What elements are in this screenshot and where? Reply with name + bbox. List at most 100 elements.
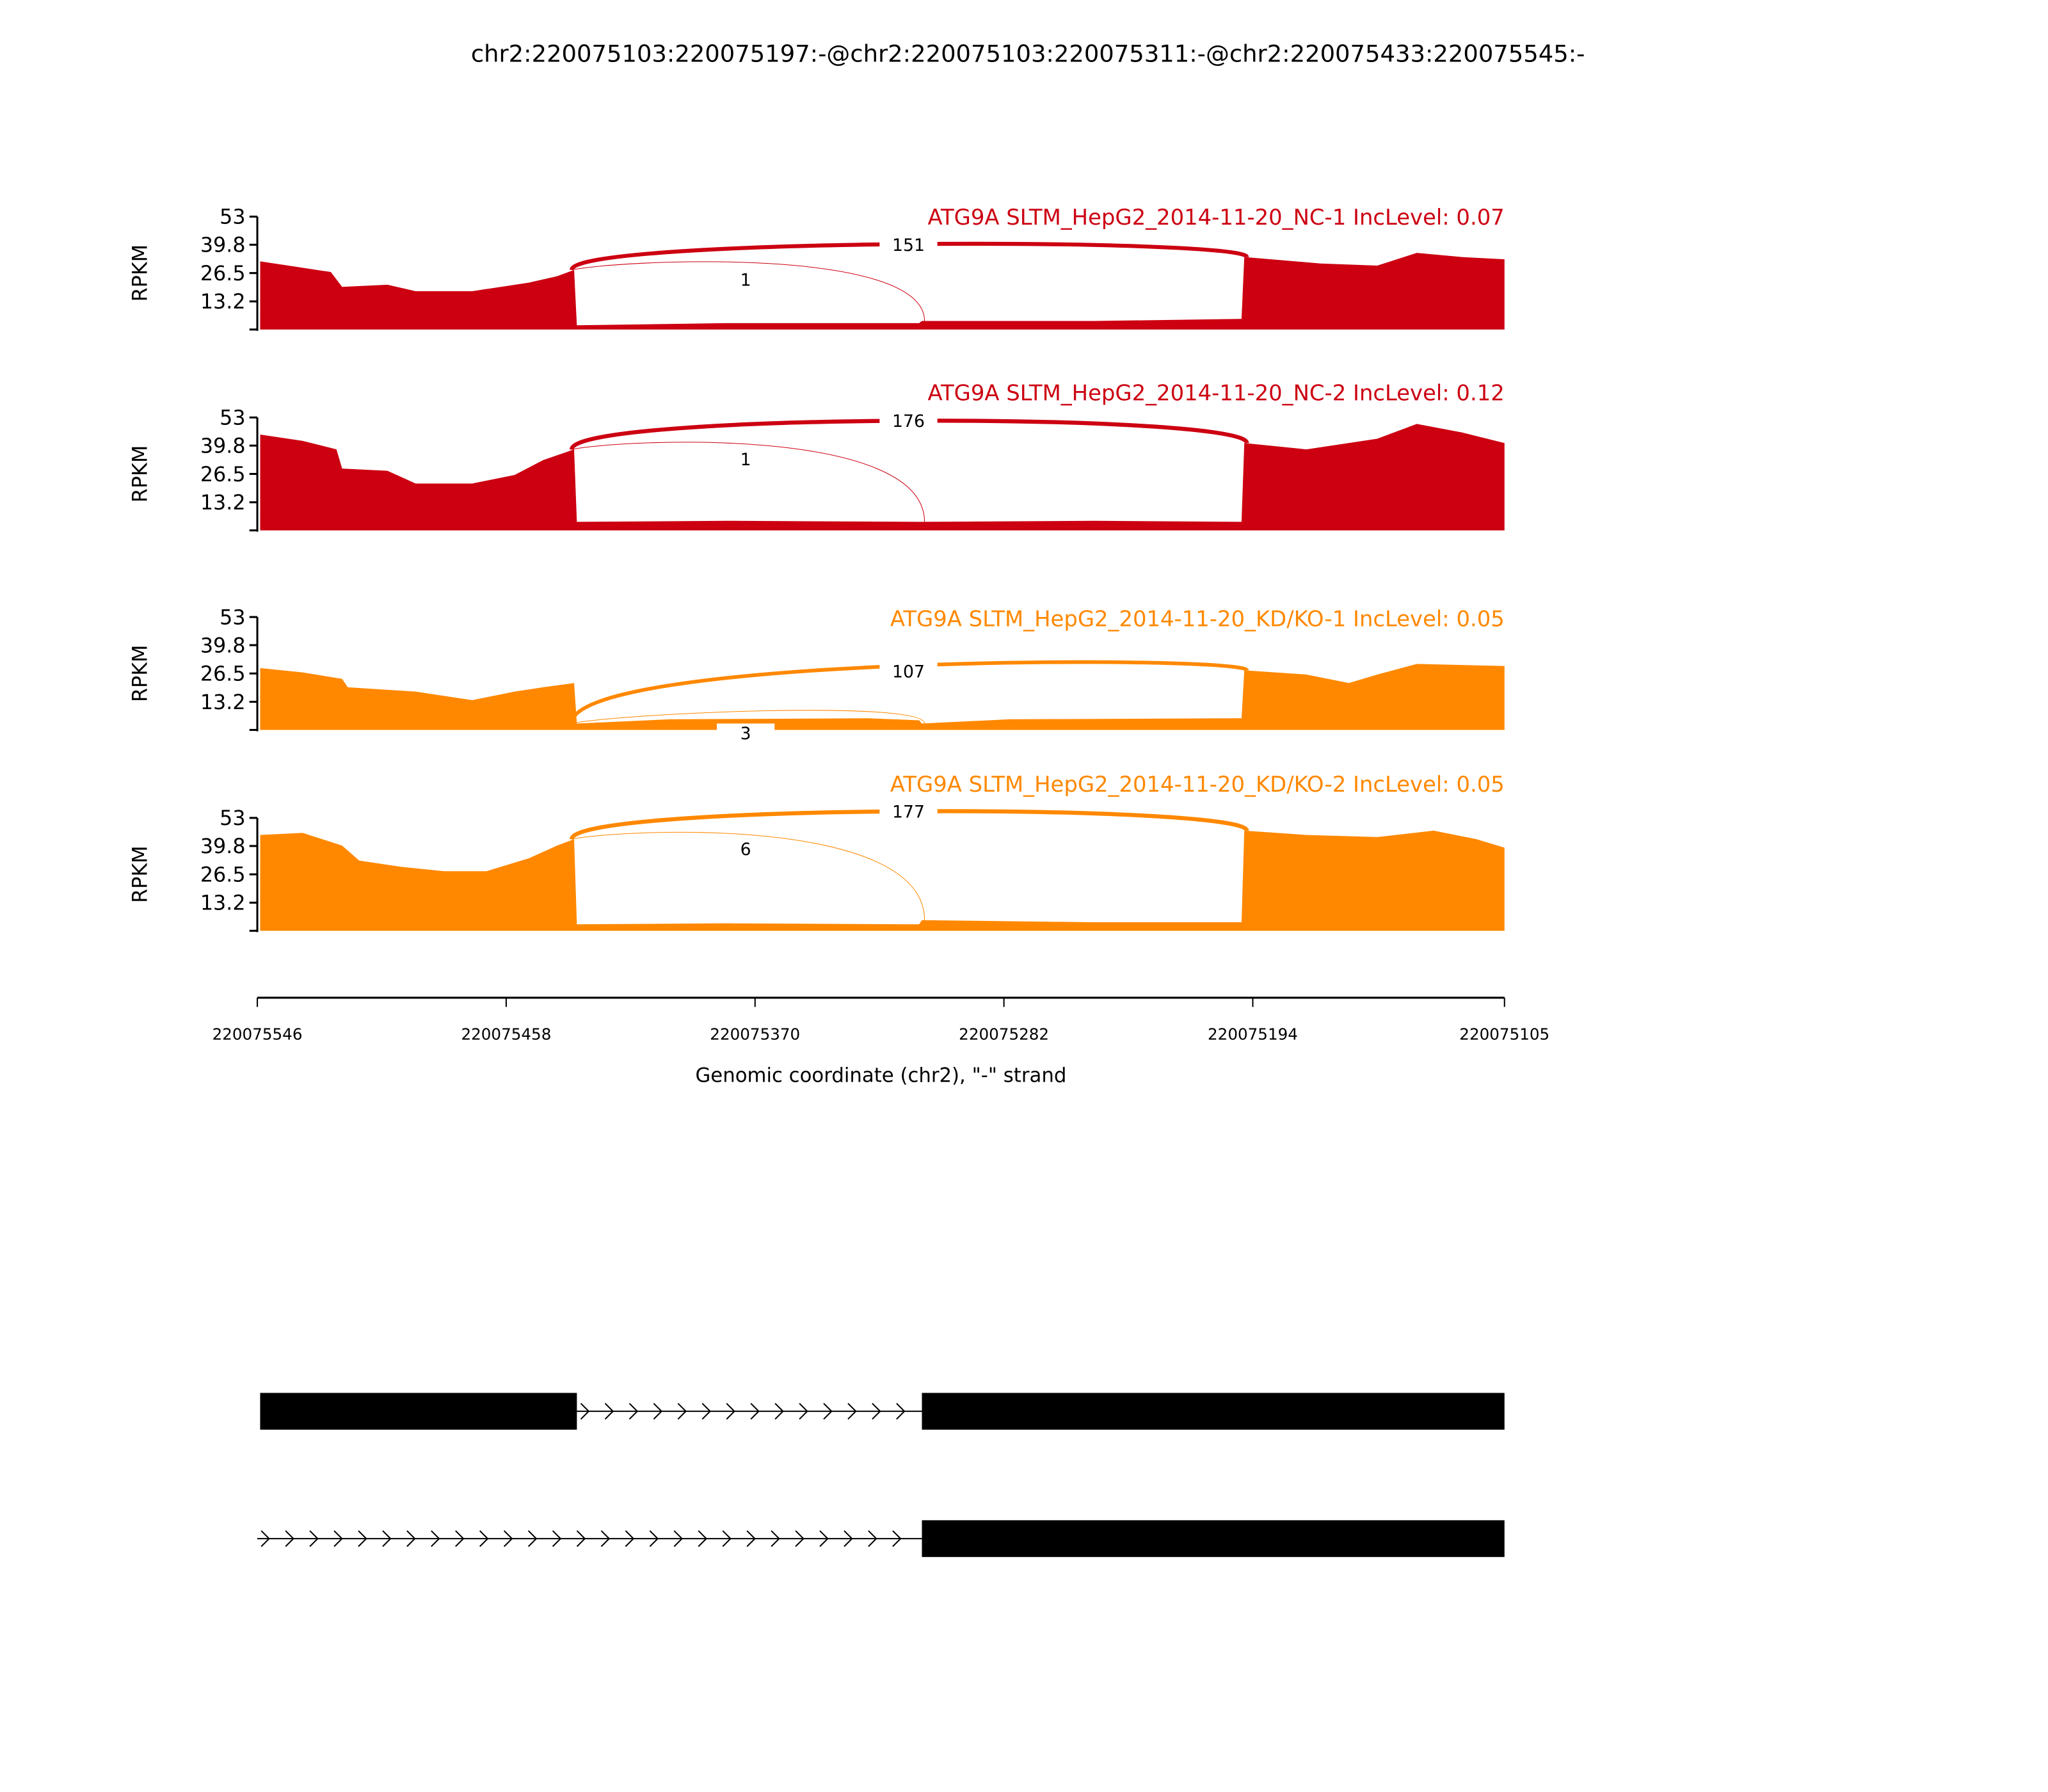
y-tick-label: 53 [220,806,245,830]
exon-block [922,1520,1505,1557]
junction-arc [572,710,925,724]
strand-chevron-icon [628,1403,639,1420]
x-tick-label: 220075458 [461,1025,551,1044]
y-tick-label: 13.2 [200,290,246,314]
strand-chevron-icon [576,1530,586,1548]
strand-chevron-icon [722,1530,732,1548]
junction-count-bg [879,801,938,823]
junction-arc [572,442,925,522]
y-tick-label: 26.5 [200,262,246,285]
y-axis-label: RPKM [129,645,152,703]
y-tick-label: 13.2 [200,691,246,714]
strand-chevron-icon [406,1530,416,1548]
y-tick-label: 13.2 [200,892,246,915]
junction-count-bg [879,411,938,433]
gene-model [257,1393,1505,1557]
junction-count: 176 [892,412,925,431]
strand-chevron-icon [677,1403,687,1420]
strand-chevron-icon [868,1530,877,1548]
junction-count: 177 [892,803,925,822]
strand-chevron-icon [795,1530,804,1548]
strand-chevron-icon [771,1530,780,1548]
junction-count: 1 [740,270,751,290]
strand-chevron-icon [774,1403,784,1420]
strand-chevron-icon [455,1530,465,1548]
strand-chevron-icon [382,1530,392,1548]
y-tick-label: 26.5 [200,662,246,686]
sample-label: ATG9A SLTM_HepG2_2014-11-20_NC-1 IncLeve… [927,205,1504,230]
y-tick-label: 39.8 [200,835,246,858]
strand-chevron-icon [358,1530,367,1548]
y-tick-label: 26.5 [200,463,246,486]
strand-chevron-icon [847,1403,857,1420]
junction-arc [572,831,925,920]
strand-chevron-icon [333,1530,343,1548]
chart-title: chr2:220075103:220075197:-@chr2:22007510… [471,40,1585,67]
strand-chevron-icon [285,1530,294,1548]
strand-chevron-icon [260,1530,270,1548]
junction-count: 1 [740,450,751,470]
y-tick-label: 53 [220,205,245,229]
y-tick-label: 26.5 [200,863,246,886]
coverage-area [260,664,1505,730]
strand-chevron-icon [503,1530,513,1548]
strand-chevron-icon [872,1403,881,1420]
strand-chevron-icon [600,1530,611,1548]
exon-block [922,1393,1505,1430]
coverage-panel-4: 53 39.8 26.5 13.2 RPKM ATG9A SLTM_HepG2_2014-… [129,772,1505,932]
strand-chevron-icon [823,1403,833,1420]
junction-count: 151 [892,236,925,255]
coverage-panel-2: 53 39.8 26.5 13.2 RPKM ATG9A SLTM_HepG2_2014-… [129,381,1505,532]
y-tick-label: 13.2 [200,491,246,515]
strand-chevron-icon [309,1530,319,1548]
y-axis-label: RPKM [129,445,152,503]
junction-count-bg [717,723,775,745]
strand-chevron-icon [604,1403,614,1420]
strand-chevron-icon [892,1530,902,1548]
strand-chevron-icon [819,1530,829,1548]
strand-chevron-icon [527,1530,538,1548]
transcript-2 [257,1520,1505,1557]
strand-chevron-icon [799,1403,808,1420]
strand-chevron-icon [580,1403,590,1420]
strand-chevron-icon [479,1530,489,1548]
coverage-area [260,424,1505,531]
junction-count: 3 [740,724,751,744]
x-tick-label: 220075546 [212,1025,303,1044]
y-tick-label: 53 [220,605,245,629]
y-tick-label: 39.8 [200,435,246,458]
x-tick-label: 220075194 [1208,1025,1298,1044]
sample-label: ATG9A SLTM_HepG2_2014-11-20_KD/KO-2 IncL… [890,772,1505,797]
junction-count-bg [879,661,938,683]
strand-chevron-icon [701,1403,712,1420]
strand-chevron-icon [649,1530,659,1548]
junction-count: 6 [740,840,751,860]
strand-chevron-icon [552,1530,562,1548]
y-axis-label: RPKM [129,244,152,302]
y-axis-label: RPKM [129,845,152,903]
coverage-area [260,830,1505,931]
x-axis-label: Genomic coordinate (chr2), "-" strand [695,1064,1066,1087]
coverage-panel-3: 53 39.8 26.5 13.2 RPKM ATG9A SLTM_HepG2_2014-… [129,605,1505,745]
junction-count-bg [717,269,775,291]
junction-count-bg [717,449,775,471]
strand-chevron-icon [896,1403,906,1420]
sample-label: ATG9A SLTM_HepG2_2014-11-20_NC-2 IncLeve… [927,381,1504,406]
y-tick-label: 39.8 [200,234,246,257]
y-tick-label: 39.8 [200,634,246,657]
strand-chevron-icon [698,1530,708,1548]
x-tick-label: 220075105 [1459,1025,1549,1044]
coverage-area [260,253,1505,330]
junction-count-bg [717,839,775,861]
junction-count: 107 [892,662,925,682]
strand-chevron-icon [726,1403,735,1420]
junction-count-bg [879,235,938,257]
sample-label: ATG9A SLTM_HepG2_2014-11-20_KD/KO-1 IncL… [890,606,1505,631]
transcript-1 [260,1393,1505,1430]
exon-block [260,1393,577,1430]
x-axis: 220075546 220075458 220075370 220075282 2200… [212,996,1549,1044]
strand-chevron-icon [844,1530,853,1548]
strand-chevron-icon [746,1530,756,1548]
strand-chevron-icon [625,1530,635,1548]
strand-chevron-icon [653,1403,663,1420]
